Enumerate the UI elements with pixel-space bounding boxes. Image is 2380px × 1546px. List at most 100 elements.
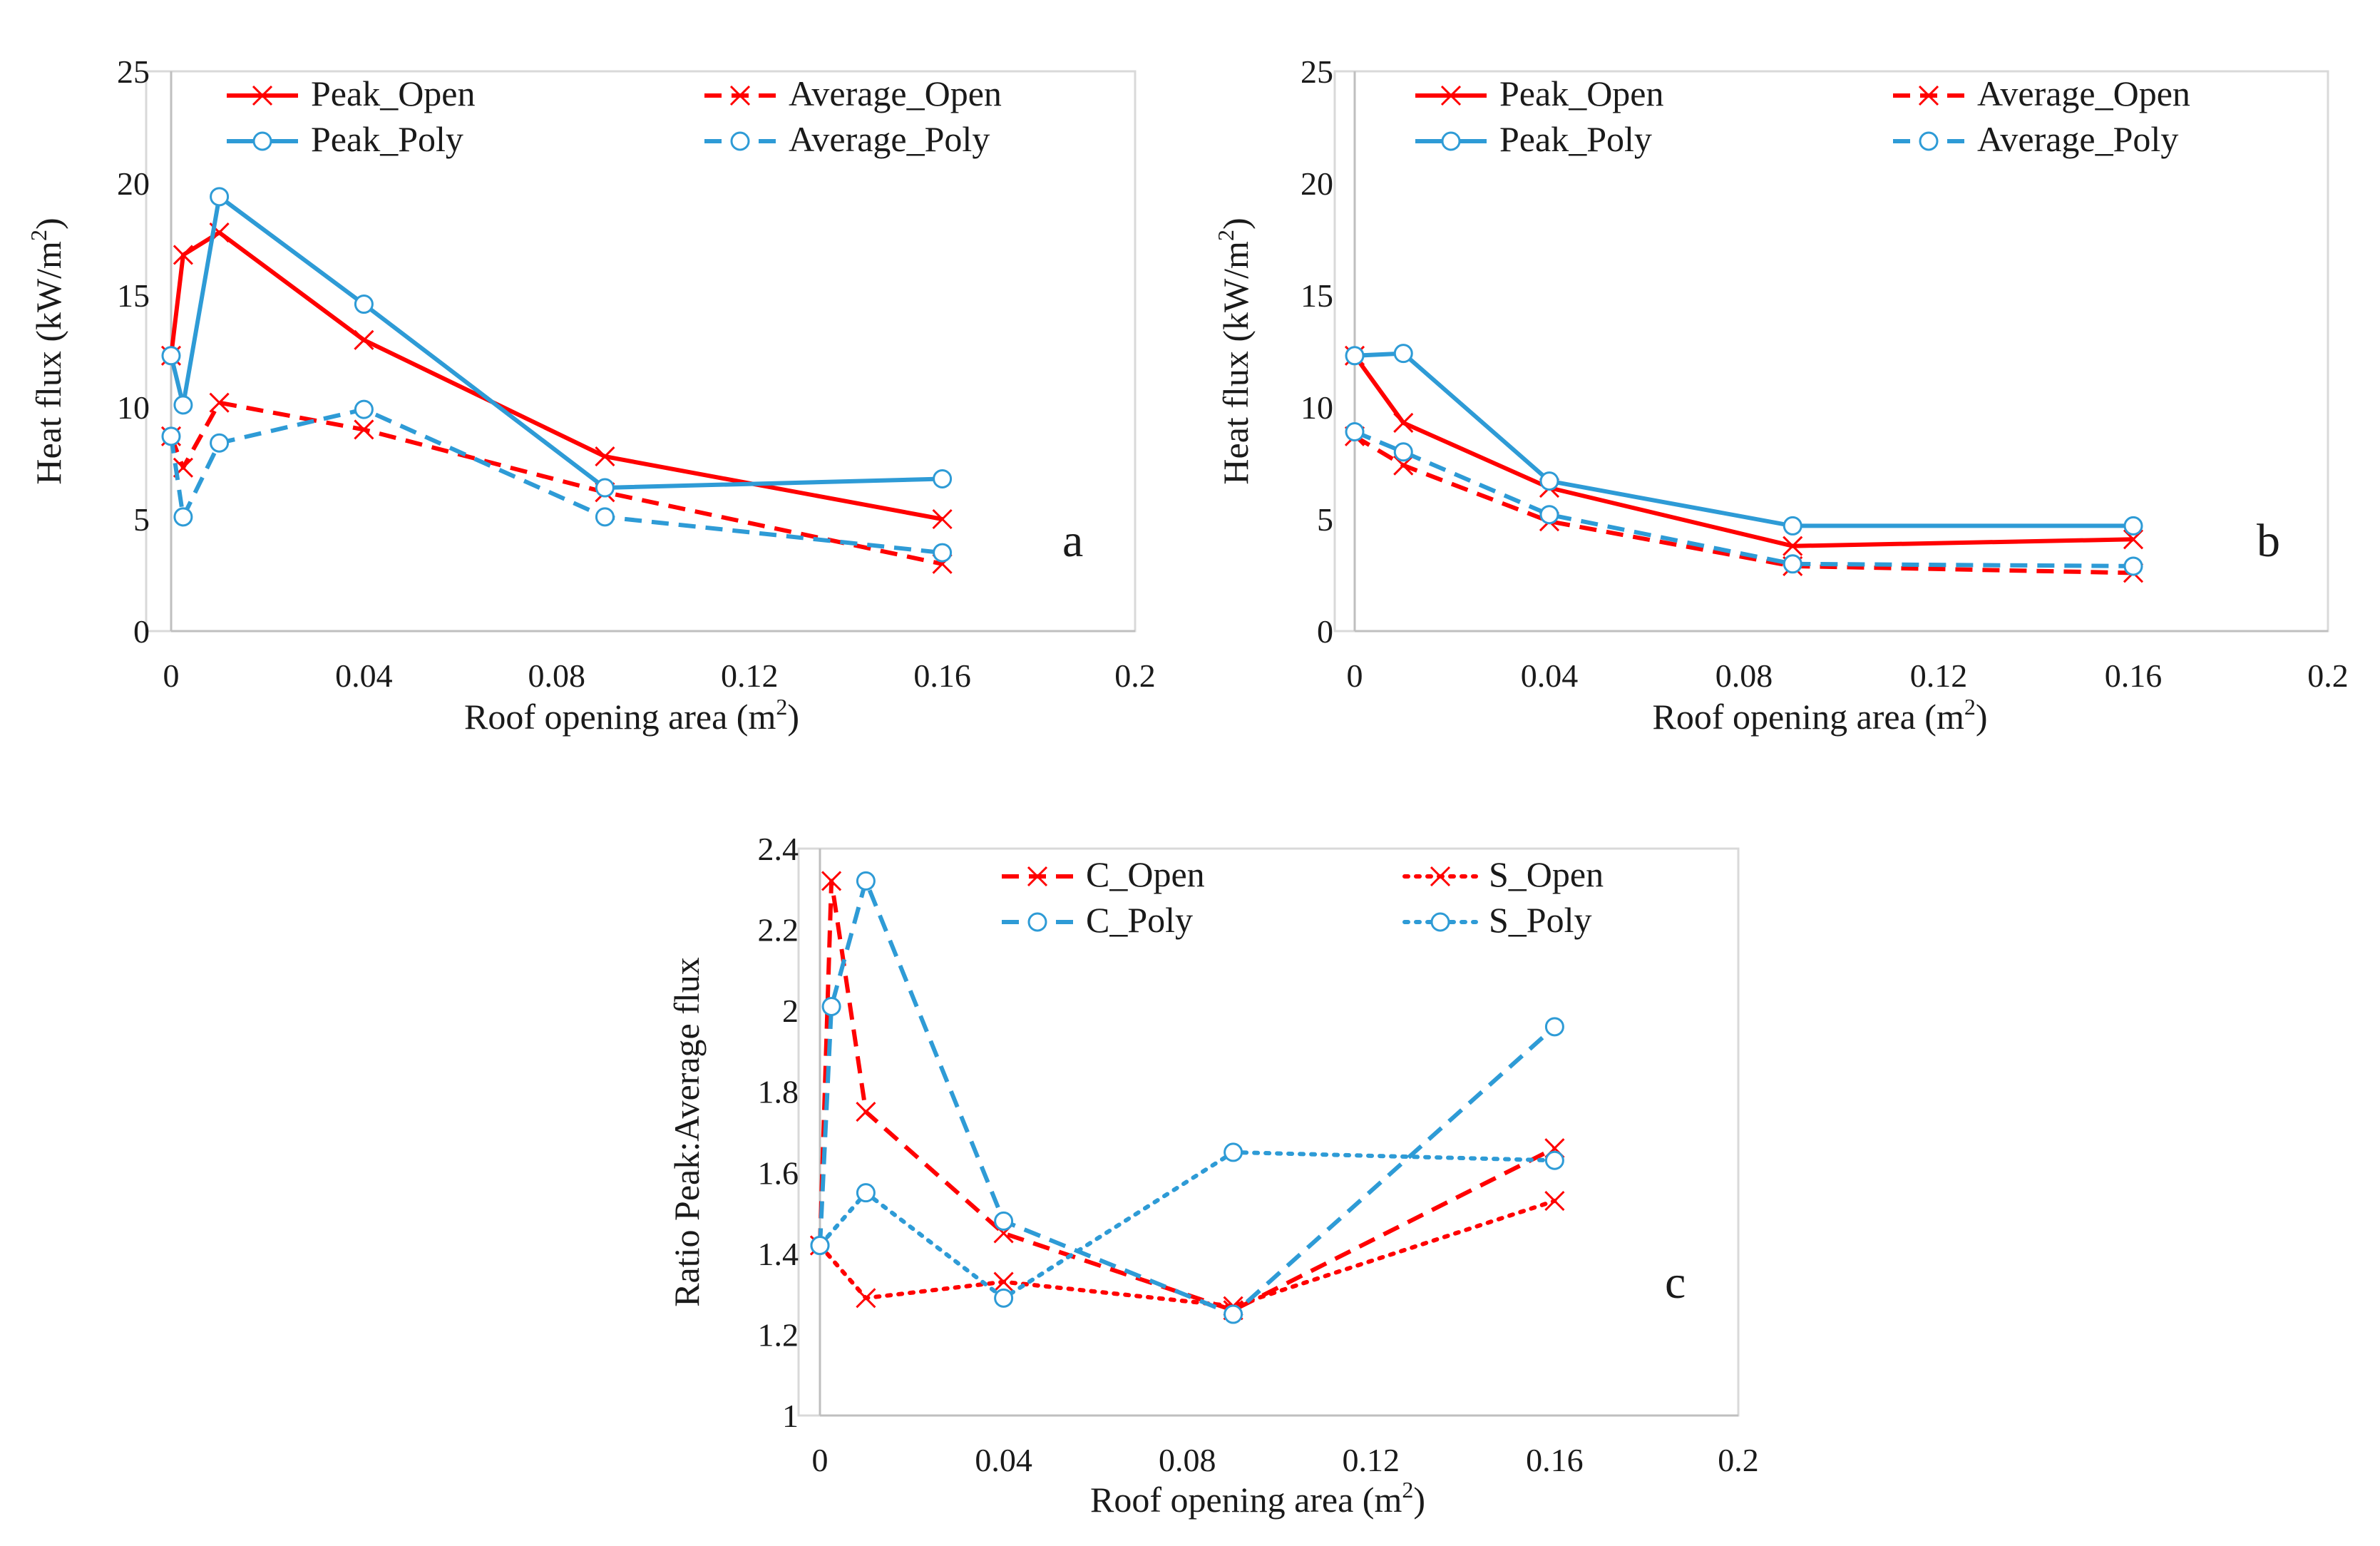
x-axis-title-text: Roof opening area (m <box>1652 697 1964 737</box>
data-point <box>856 1288 876 1309</box>
data-point <box>821 871 842 891</box>
series-average-poly <box>1345 422 2143 576</box>
legend-item: Average_Open <box>704 73 1002 113</box>
data-point <box>2123 516 2143 536</box>
y-tick-label: 1.8 <box>758 1074 799 1110</box>
x-tick-label: 0.16 <box>913 657 971 694</box>
x-tick-label: 0.16 <box>2105 657 2163 694</box>
x-tick-label: 0 <box>1347 657 1363 694</box>
series-line <box>169 407 943 556</box>
chart-panel-b: 0 0.04 0.08 0.12 0.16 0.2 0 5 10 15 20 25 Roof openi… <box>1213 53 2349 737</box>
panel-letter: a <box>1062 515 1083 567</box>
y-tick-label: 5 <box>133 501 150 538</box>
legend-item: Peak_Open <box>227 73 476 113</box>
data-point <box>354 295 374 314</box>
legend-item: C_Poly <box>1002 900 1193 940</box>
x-tick-label: 0.2 <box>1114 657 1156 694</box>
data-point <box>354 399 374 419</box>
series-s-poly <box>810 1142 1564 1308</box>
data-point <box>210 187 230 207</box>
x-tick-label: 0.04 <box>335 657 393 694</box>
data-point <box>161 426 181 446</box>
legend-marker <box>1919 131 1939 151</box>
legend-label: C_Open <box>1086 854 1205 894</box>
data-point <box>595 446 615 467</box>
chart-panel-c: 0 0.04 0.08 0.12 0.16 0.2 1 1.2 1.4 1.6 1.8 2 2.2 2.4… <box>667 831 1759 1520</box>
legend-item: S_Poly <box>1402 900 1592 940</box>
series-c-poly <box>810 871 1564 1324</box>
x-tick-label: 0.08 <box>528 657 586 694</box>
legend-label: S_Poly <box>1489 900 1592 940</box>
y-tick-label: 1 <box>782 1398 799 1434</box>
series-line <box>818 879 1556 1313</box>
y-tick-label: 20 <box>117 165 150 202</box>
legend-marker <box>730 131 750 151</box>
y-axis-title-close: ) <box>1216 217 1256 230</box>
series-average-poly <box>161 399 953 563</box>
data-point <box>2123 556 2143 576</box>
data-point <box>1393 344 1413 364</box>
x-axis-title-sup: 2 <box>776 694 787 720</box>
y-tick-label: 0 <box>133 613 150 650</box>
data-point <box>595 507 615 527</box>
y-axis-title-sup: 2 <box>1213 230 1238 241</box>
x-axis-title-sup: 2 <box>1964 694 1976 720</box>
y-tick-label: 2.2 <box>758 912 799 948</box>
series-line <box>1353 434 2134 575</box>
y-tick-label: 20 <box>1301 165 1333 202</box>
data-point <box>1544 1017 1564 1037</box>
legend-label: Peak_Poly <box>311 119 463 159</box>
data-point <box>1393 442 1413 462</box>
x-axis-title: Roof opening area (m2) <box>1090 1477 1425 1520</box>
series-line <box>169 230 943 521</box>
legend-marker <box>1918 85 1939 106</box>
legend-marker <box>252 85 273 106</box>
data-point <box>1783 516 1802 536</box>
series-line <box>1353 429 2134 568</box>
y-tick-label: 1.2 <box>758 1316 799 1353</box>
data-point <box>933 543 953 563</box>
y-tick-label: 25 <box>1301 53 1333 90</box>
series-line <box>169 194 943 490</box>
y-tick-label: 2.4 <box>758 831 799 867</box>
legend-item: Average_Poly <box>704 119 990 159</box>
series-peak-poly <box>1345 344 2143 536</box>
data-point <box>1544 1190 1565 1212</box>
legend: C_Open S_Open C_Poly S_Poly <box>1002 854 1604 940</box>
y-tick-label: 1.4 <box>758 1236 799 1272</box>
panel-letter: c <box>1665 1256 1686 1309</box>
data-point <box>856 1183 876 1203</box>
data-point <box>933 469 953 488</box>
y-tick-label: 2 <box>782 993 799 1029</box>
legend-item: C_Open <box>1002 854 1205 894</box>
legend-marker <box>1430 912 1450 932</box>
data-point <box>810 1236 830 1255</box>
legend-label: Average_Open <box>1977 73 2190 113</box>
data-point <box>1783 536 1803 556</box>
data-point <box>1224 1142 1243 1162</box>
data-point <box>856 1102 876 1122</box>
data-point <box>1345 346 1365 366</box>
data-point <box>210 433 230 453</box>
y-axis-title-text: Ratio Peak:Average flux <box>667 957 707 1307</box>
x-tick-label: 0.08 <box>1159 1442 1216 1478</box>
plot-frame <box>797 847 1740 1417</box>
legend-marker <box>729 85 751 106</box>
data-point <box>1539 471 1559 491</box>
data-point <box>173 395 193 415</box>
y-tick-label: 15 <box>117 277 150 314</box>
legend: Peak_Open Average_Open Peak_Poly Average_Po… <box>227 73 1002 159</box>
chart-panel-a: 0 0.04 0.08 0.12 0.16 0.2 0 5 10 15 20 25 Roof openi… <box>26 53 1156 737</box>
x-axis-title-text: Roof opening area (m <box>464 697 776 737</box>
y-axis-title-sup: 2 <box>26 230 51 241</box>
y-axis-title-close: ) <box>29 217 68 230</box>
legend-marker <box>252 131 272 151</box>
data-point <box>1393 412 1414 434</box>
x-axis-title: Roof opening area (m2) <box>1652 694 1987 737</box>
y-axis-title: Heat flux (kW/m2) <box>26 217 68 484</box>
legend-marker <box>1027 912 1047 932</box>
legend-marker <box>1027 866 1048 887</box>
data-point <box>821 996 841 1016</box>
x-tick-label: 0.12 <box>721 657 779 694</box>
